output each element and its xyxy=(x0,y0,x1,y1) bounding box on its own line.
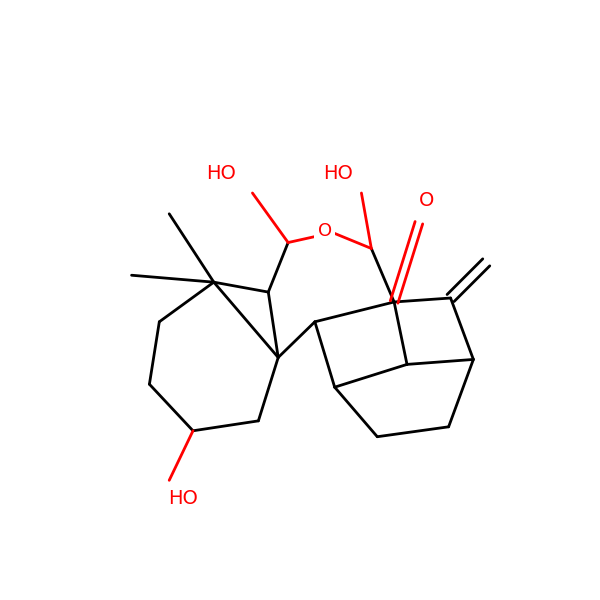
Text: HO: HO xyxy=(323,164,353,182)
Text: O: O xyxy=(318,221,332,239)
Text: HO: HO xyxy=(206,164,236,182)
Text: O: O xyxy=(317,221,332,240)
Text: HO: HO xyxy=(168,488,198,508)
Text: O: O xyxy=(419,191,434,211)
